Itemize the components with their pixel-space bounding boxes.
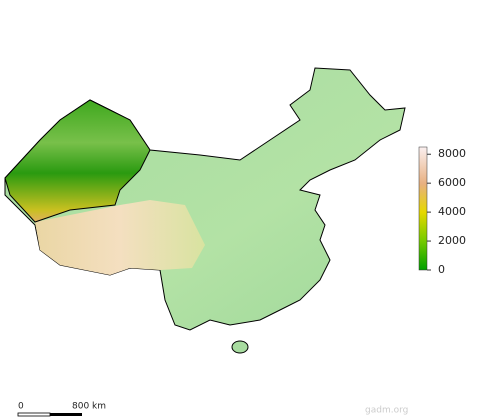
china-map	[4, 67, 406, 354]
scale-bar-black	[50, 413, 82, 416]
credit: gadm.org	[365, 406, 408, 416]
color-bar	[418, 146, 428, 271]
tibet-plateau	[35, 200, 205, 275]
hainan	[231, 340, 249, 354]
scale-bar: 0 800 km	[17, 402, 106, 417]
legend-tick-label: 6000	[438, 176, 466, 189]
scale-label: 800 km	[72, 402, 106, 412]
scale-label: 0	[18, 402, 24, 412]
legend-tick-label: 0	[438, 263, 445, 276]
xinjiang	[4, 99, 151, 223]
legend-tick-label: 8000	[438, 147, 466, 160]
scale-bar-white	[17, 412, 51, 417]
legend-tick-label: 2000	[438, 234, 466, 247]
legend-tick-label: 4000	[438, 205, 466, 218]
